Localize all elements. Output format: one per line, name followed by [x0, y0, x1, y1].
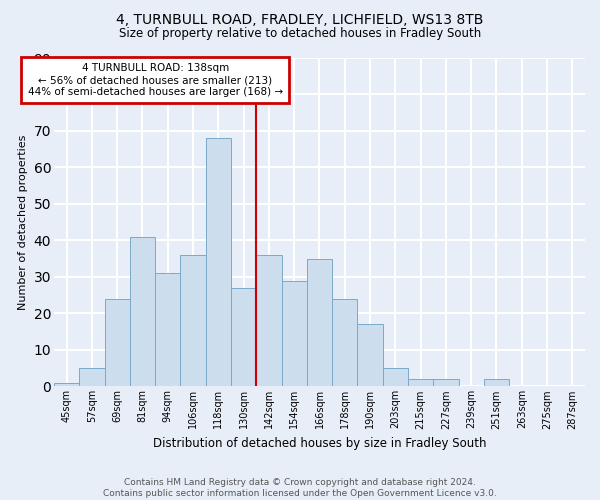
- Bar: [281, 280, 307, 386]
- Bar: [408, 379, 433, 386]
- Bar: [231, 288, 256, 386]
- Bar: [155, 274, 181, 386]
- Text: 4, TURNBULL ROAD, FRADLEY, LICHFIELD, WS13 8TB: 4, TURNBULL ROAD, FRADLEY, LICHFIELD, WS…: [116, 12, 484, 26]
- Bar: [358, 324, 383, 386]
- Y-axis label: Number of detached properties: Number of detached properties: [18, 134, 28, 310]
- Bar: [130, 237, 155, 386]
- Bar: [54, 382, 79, 386]
- Bar: [181, 255, 206, 386]
- Bar: [79, 368, 104, 386]
- Bar: [433, 379, 458, 386]
- Bar: [206, 138, 231, 386]
- Text: Contains HM Land Registry data © Crown copyright and database right 2024.
Contai: Contains HM Land Registry data © Crown c…: [103, 478, 497, 498]
- Bar: [256, 255, 281, 386]
- Bar: [104, 299, 130, 386]
- X-axis label: Distribution of detached houses by size in Fradley South: Distribution of detached houses by size …: [153, 437, 486, 450]
- Text: Size of property relative to detached houses in Fradley South: Size of property relative to detached ho…: [119, 28, 481, 40]
- Bar: [307, 258, 332, 386]
- Text: 4 TURNBULL ROAD: 138sqm
← 56% of detached houses are smaller (213)
44% of semi-d: 4 TURNBULL ROAD: 138sqm ← 56% of detache…: [28, 64, 283, 96]
- Bar: [383, 368, 408, 386]
- Bar: [484, 379, 509, 386]
- Bar: [332, 299, 358, 386]
